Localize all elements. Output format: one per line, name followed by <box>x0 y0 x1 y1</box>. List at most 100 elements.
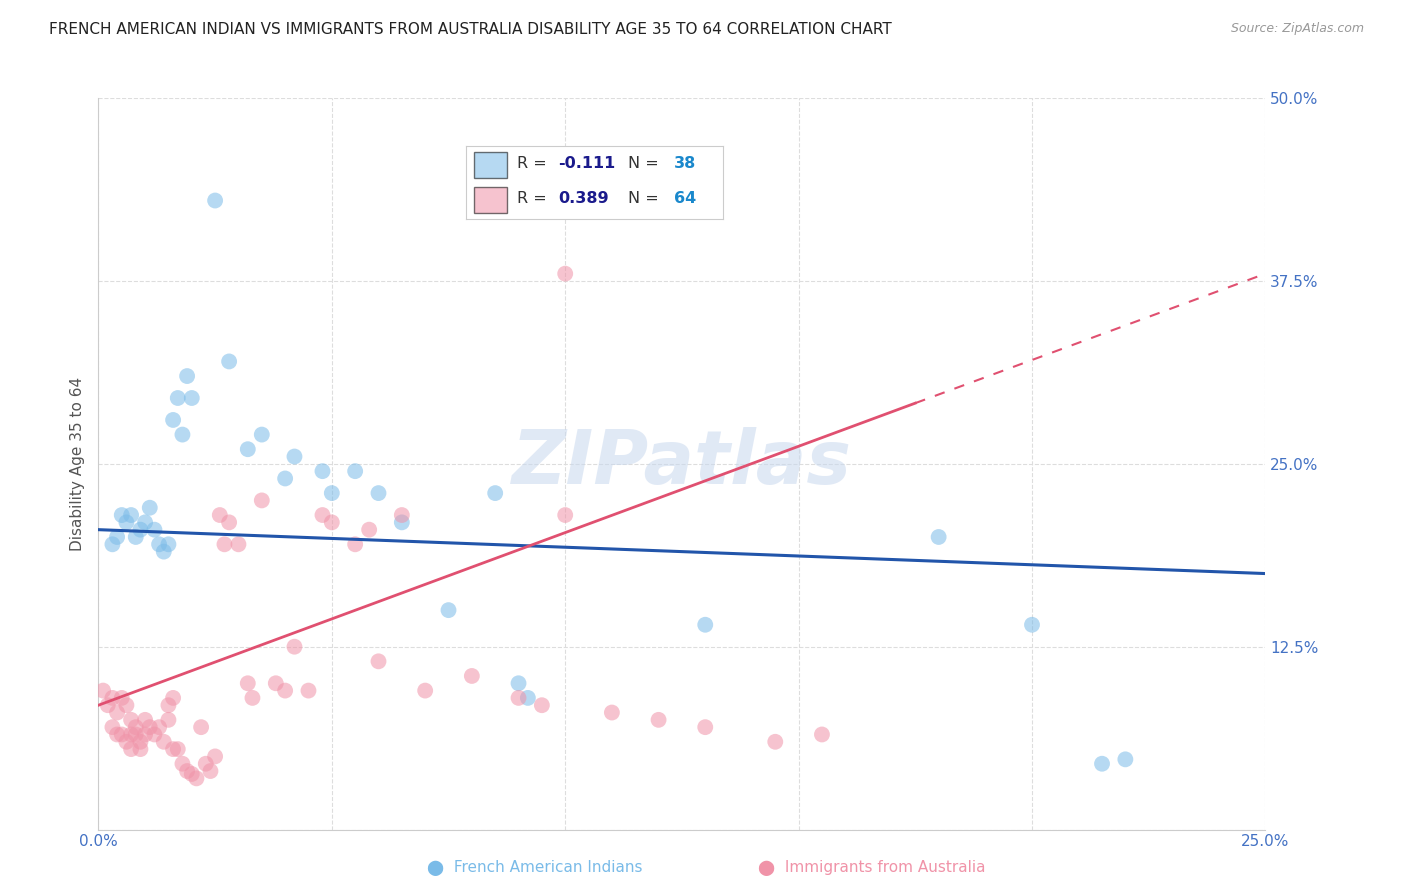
Text: 38: 38 <box>673 156 696 171</box>
Point <box>695 617 717 632</box>
Text: Source: ZipAtlas.com: Source: ZipAtlas.com <box>1230 22 1364 36</box>
Point <box>120 713 142 727</box>
Point <box>143 523 166 537</box>
Point <box>367 654 389 668</box>
Point <box>186 772 208 786</box>
Point <box>129 523 152 537</box>
Point <box>134 727 156 741</box>
Point <box>311 464 333 478</box>
Point <box>311 508 333 522</box>
Point <box>274 471 297 485</box>
Point <box>166 742 188 756</box>
Point <box>484 486 506 500</box>
Point <box>125 720 148 734</box>
Point <box>101 690 124 705</box>
Point <box>176 369 198 384</box>
Text: N =: N = <box>627 156 664 171</box>
Point <box>228 537 250 551</box>
Point <box>162 690 184 705</box>
Point <box>157 537 180 551</box>
Point <box>101 720 124 734</box>
Text: ⬤  Immigrants from Australia: ⬤ Immigrants from Australia <box>758 860 986 876</box>
Point <box>111 508 134 522</box>
Point <box>1021 617 1043 632</box>
Y-axis label: Disability Age 35 to 64: Disability Age 35 to 64 <box>69 376 84 551</box>
Point <box>214 537 236 551</box>
Point <box>530 698 553 713</box>
Point <box>811 727 834 741</box>
Point <box>763 735 786 749</box>
FancyBboxPatch shape <box>474 152 508 178</box>
Point <box>120 742 142 756</box>
Point <box>115 516 138 530</box>
Point <box>264 676 287 690</box>
Point <box>359 523 381 537</box>
Text: R =: R = <box>517 191 553 206</box>
Point <box>437 603 460 617</box>
Point <box>176 764 198 778</box>
Point <box>157 698 180 713</box>
Point <box>115 698 138 713</box>
Point <box>134 516 156 530</box>
Point <box>129 742 152 756</box>
Point <box>139 500 162 515</box>
Point <box>242 690 264 705</box>
Point <box>391 516 413 530</box>
Point <box>508 676 530 690</box>
Point <box>1091 756 1114 771</box>
Point <box>105 530 128 544</box>
Point <box>148 720 170 734</box>
Point <box>162 413 184 427</box>
Point <box>554 267 576 281</box>
Point <box>111 690 134 705</box>
Point <box>125 530 148 544</box>
Point <box>554 508 576 522</box>
Point <box>204 194 226 208</box>
Point <box>139 720 162 734</box>
Point <box>297 683 319 698</box>
Point <box>204 749 226 764</box>
Point <box>218 354 240 368</box>
Text: 0.389: 0.389 <box>558 191 609 206</box>
Point <box>695 720 717 734</box>
Point <box>180 391 202 405</box>
Point <box>180 767 202 781</box>
Text: N =: N = <box>627 191 664 206</box>
Point <box>97 698 120 713</box>
Point <box>190 720 212 734</box>
Point <box>101 537 124 551</box>
Point <box>218 516 240 530</box>
Point <box>647 713 669 727</box>
Point <box>172 756 194 771</box>
Point <box>600 706 623 720</box>
Point <box>115 735 138 749</box>
Point <box>391 508 413 522</box>
Point <box>194 756 217 771</box>
Point <box>274 683 297 698</box>
Text: ⬤  French American Indians: ⬤ French American Indians <box>426 860 643 876</box>
Point <box>508 690 530 705</box>
Point <box>516 690 538 705</box>
Point <box>367 486 389 500</box>
Point <box>928 530 950 544</box>
Text: FRENCH AMERICAN INDIAN VS IMMIGRANTS FROM AUSTRALIA DISABILITY AGE 35 TO 64 CORR: FRENCH AMERICAN INDIAN VS IMMIGRANTS FRO… <box>49 22 891 37</box>
Point <box>129 735 152 749</box>
Point <box>283 450 305 464</box>
Point <box>120 727 142 741</box>
Point <box>148 537 170 551</box>
Point <box>236 442 259 457</box>
Point <box>283 640 305 654</box>
Point <box>413 683 436 698</box>
Point <box>344 537 367 551</box>
Point <box>143 727 166 741</box>
Text: 64: 64 <box>673 191 696 206</box>
Point <box>344 464 367 478</box>
Point <box>125 727 148 741</box>
Text: ZIPatlas: ZIPatlas <box>512 427 852 500</box>
Point <box>105 706 128 720</box>
Point <box>105 727 128 741</box>
Point <box>208 508 231 522</box>
Point <box>172 427 194 442</box>
FancyBboxPatch shape <box>474 186 508 213</box>
Point <box>157 713 180 727</box>
